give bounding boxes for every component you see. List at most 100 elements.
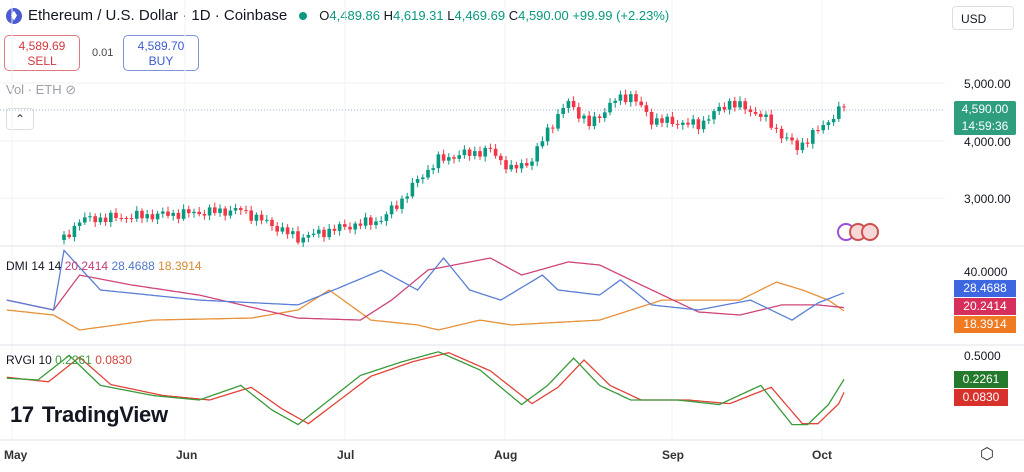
candle <box>197 211 201 215</box>
price-tick: 3,000.00 <box>964 192 1011 206</box>
candle <box>530 161 534 166</box>
candle <box>405 196 409 199</box>
candle <box>686 122 690 125</box>
candle <box>93 216 97 223</box>
candle <box>363 217 368 226</box>
time-tick: Aug <box>494 448 518 462</box>
candle <box>275 226 279 232</box>
candle <box>155 213 160 220</box>
candle <box>556 114 560 129</box>
sell-button[interactable]: 4,589.69 SELL <box>4 35 80 71</box>
candle <box>436 154 441 169</box>
candle <box>613 100 617 103</box>
candle <box>77 222 82 226</box>
currency-select[interactable]: USD <box>952 6 1014 30</box>
rvgi-legend[interactable]: RVGI 10 0.2261 0.0830 <box>6 353 132 367</box>
candle <box>764 114 768 117</box>
price-tick: 4,000.00 <box>964 135 1011 149</box>
candle <box>244 210 248 212</box>
candle <box>72 225 77 238</box>
candle <box>561 107 565 115</box>
open-label: O <box>319 8 330 23</box>
dmi-name: DMI 14 14 <box>6 259 62 273</box>
candle <box>88 216 92 218</box>
candle <box>592 116 597 126</box>
candle <box>795 140 799 151</box>
candle <box>353 223 357 230</box>
candle <box>639 101 643 106</box>
time-tick: Oct <box>812 448 833 462</box>
rvgi-tick: 0.5000 <box>964 349 1001 363</box>
candle <box>129 218 134 220</box>
candle <box>691 119 695 125</box>
ohlc-values: O4,489.86 H4,619.31 L4,469.69 C4,590.00 … <box>319 8 669 23</box>
candle <box>753 112 758 114</box>
candle <box>379 220 383 222</box>
symbol-title[interactable]: Ethereum / U.S. Dollar · 1D · Coinbase <box>28 7 288 24</box>
dmi-minus-value: 18.3914 <box>158 259 202 273</box>
candle <box>681 122 685 125</box>
candle <box>161 211 165 214</box>
candle <box>270 219 274 227</box>
candle <box>259 214 264 221</box>
dmi-legend[interactable]: DMI 14 14 20.2414 28.4688 18.3914 <box>6 259 202 273</box>
rvgi-line <box>6 351 845 426</box>
candle <box>759 113 763 117</box>
dmi-tick: 40.0000 <box>964 265 1008 279</box>
collapse-button[interactable]: ⌃ <box>6 108 34 130</box>
candle <box>504 160 508 170</box>
candle <box>571 100 576 108</box>
candle <box>213 207 217 213</box>
candle <box>665 116 669 123</box>
candle <box>98 217 103 223</box>
candle <box>660 118 664 123</box>
candle <box>109 212 113 223</box>
settings-icon[interactable]: ⬡ <box>980 446 994 463</box>
rvgi-signal-value: 0.0830 <box>95 353 132 367</box>
symbol-header: Ethereum / U.S. Dollar · 1D · Coinbase O… <box>6 7 669 24</box>
candle <box>301 237 305 243</box>
candle <box>811 130 815 144</box>
us-flag-icon <box>861 223 879 241</box>
low-value: 4,469.69 <box>454 8 506 23</box>
candle <box>181 209 186 219</box>
rvgi-signal-line <box>6 352 845 425</box>
candle <box>842 106 846 108</box>
candle <box>618 94 623 101</box>
candle <box>545 127 550 142</box>
candle <box>566 100 571 108</box>
candle <box>322 229 326 238</box>
tradingview-icon: 17 <box>10 402 34 427</box>
close-value: 4,590.00 <box>518 8 569 23</box>
candle <box>805 142 810 144</box>
minus-di-label: 18.3914 <box>954 316 1016 333</box>
candle <box>519 163 524 169</box>
sell-label: SELL <box>27 54 57 68</box>
tradingview-logo[interactable]: 17 TradingView <box>10 402 168 428</box>
candle <box>551 127 555 129</box>
candle <box>119 217 123 219</box>
candle <box>743 101 747 110</box>
candle <box>483 147 487 157</box>
buy-button[interactable]: 4,589.70 BUY <box>123 35 199 71</box>
eye-hidden-icon[interactable]: ⊘ <box>65 82 77 97</box>
candle <box>249 210 253 221</box>
candle <box>171 212 175 216</box>
time-tick: Jul <box>337 448 355 462</box>
price-tick: 5,000.00 <box>964 77 1011 91</box>
candle <box>738 101 742 108</box>
sell-price: 4,589.69 <box>18 39 66 53</box>
rvgi-value: 0.2261 <box>55 353 92 367</box>
candle <box>769 114 773 128</box>
candle <box>291 231 295 235</box>
signal-label: 0.0830 <box>954 389 1008 406</box>
candle <box>410 182 415 197</box>
rvgi-name: RVGI 10 <box>6 353 52 367</box>
candle <box>649 111 654 125</box>
candle <box>499 155 503 161</box>
candle <box>785 137 789 139</box>
candle <box>821 125 825 131</box>
candle <box>67 234 71 238</box>
adx-label: 20.2414 <box>954 298 1016 315</box>
